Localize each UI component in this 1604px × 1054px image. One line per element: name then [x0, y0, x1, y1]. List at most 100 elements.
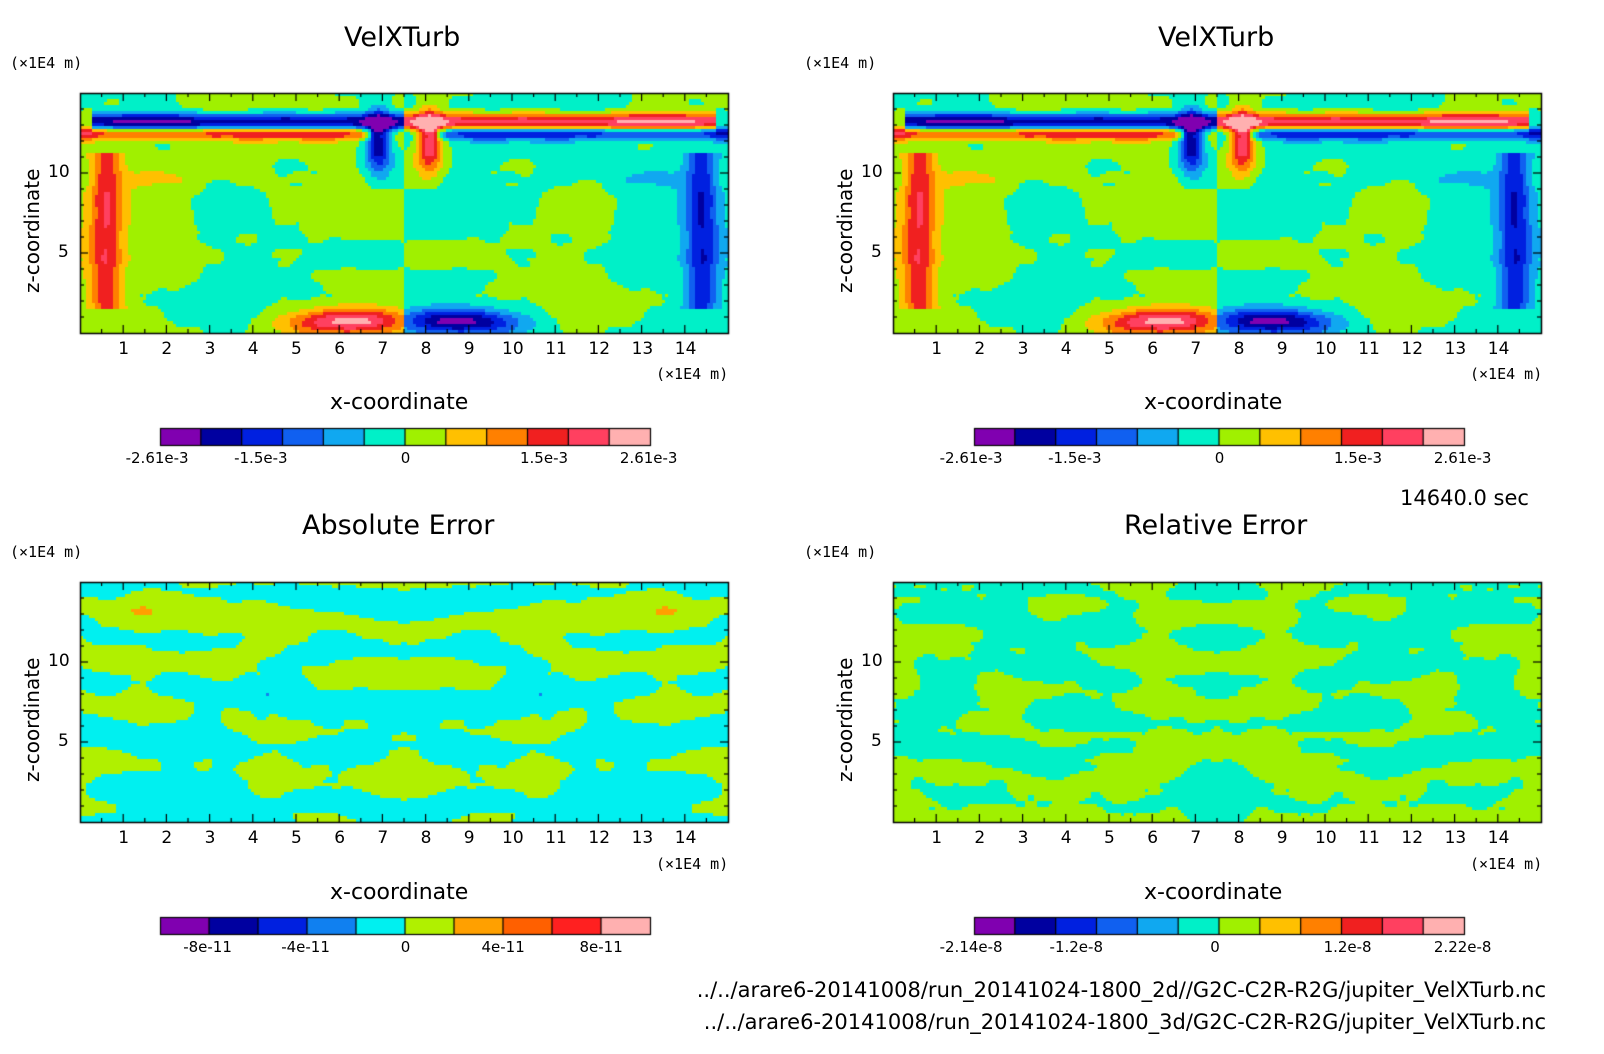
- x-tick-label: 2: [974, 828, 986, 848]
- x-tick-label: 5: [291, 339, 302, 359]
- x-tick-label: 2: [974, 339, 986, 359]
- panel-4-y-unit: (×1E4 m): [804, 543, 877, 561]
- colorbar-tick-label: 4e-11: [481, 938, 525, 956]
- x-tick-label: 6: [1147, 828, 1159, 848]
- x-tick-label: 11: [1358, 339, 1380, 359]
- panel-3-y-unit: (×1E4 m): [10, 543, 83, 561]
- colorbar-tick-label: 0: [400, 938, 411, 956]
- x-tick-label: 14: [1487, 339, 1510, 359]
- x-tick-label: 13: [631, 828, 654, 848]
- y-tick-label: 5: [871, 731, 882, 751]
- x-tick-label: 7: [377, 828, 389, 848]
- y-axis-label: z-coordinate: [20, 168, 44, 293]
- file-path-2d: ../../arare6-20141008/run_20141024-1800_…: [696, 978, 1546, 1002]
- x-tick-label: 4: [1060, 828, 1072, 848]
- panel-2-x-label: x-coordinate: [1144, 390, 1283, 415]
- x-tick-label: 10: [502, 339, 524, 359]
- x-tick-label: 11: [545, 339, 567, 359]
- x-tick-label: 11: [1358, 828, 1380, 848]
- colorbar-tick-label: 1.2e-8: [1323, 938, 1372, 956]
- colorbar-tick-label: -2.61e-3: [125, 449, 189, 467]
- x-tick-label: 2: [161, 339, 173, 359]
- x-tick-label: 2: [161, 828, 173, 848]
- panel-3-x-label: x-coordinate: [330, 880, 469, 905]
- x-tick-label: 1: [118, 828, 130, 848]
- x-tick-label: 9: [463, 339, 475, 359]
- x-tick-label: 1: [118, 339, 130, 359]
- panel-1-title: VelXTurb: [344, 22, 461, 53]
- x-tick-label: 3: [1017, 339, 1029, 359]
- panel-4-x-label: x-coordinate: [1144, 880, 1283, 905]
- x-tick-label: 7: [1190, 828, 1202, 848]
- y-axis-label: z-coordinate: [20, 657, 44, 782]
- x-tick-label: 5: [1104, 339, 1115, 359]
- x-tick-label: 3: [1017, 828, 1029, 848]
- colorbar-tick-label: 2.22e-8: [1433, 938, 1492, 956]
- panel-4-title: Relative Error: [1124, 510, 1308, 541]
- panel-3-x-unit: (×1E4 m): [656, 855, 729, 873]
- y-tick-label: 10: [861, 162, 883, 182]
- x-tick-label: 1: [931, 828, 943, 848]
- panel-2-x-unit: (×1E4 m): [1470, 365, 1543, 383]
- x-tick-label: 5: [1104, 828, 1115, 848]
- y-axis-label: z-coordinate: [833, 168, 857, 293]
- panel-2-title: VelXTurb: [1158, 22, 1275, 53]
- x-tick-label: 1: [931, 339, 943, 359]
- x-tick-label: 14: [674, 339, 697, 359]
- x-tick-label: 4: [247, 339, 259, 359]
- colorbar-tick-label: 0: [400, 449, 411, 467]
- x-tick-label: 5: [291, 828, 302, 848]
- x-tick-label: 6: [334, 339, 346, 359]
- x-tick-label: 7: [1190, 339, 1202, 359]
- x-tick-label: 4: [247, 828, 259, 848]
- x-tick-label: 14: [1487, 828, 1510, 848]
- y-tick-label: 10: [48, 651, 70, 671]
- x-tick-label: 11: [545, 828, 567, 848]
- x-tick-label: 13: [1444, 828, 1467, 848]
- y-tick-label: 10: [48, 162, 70, 182]
- x-tick-label: 12: [588, 339, 611, 359]
- x-tick-label: 6: [1147, 339, 1159, 359]
- x-tick-label: 3: [204, 339, 216, 359]
- colorbar-tick-label: 0: [1210, 938, 1220, 956]
- panel-2-y-unit: (×1E4 m): [804, 54, 877, 72]
- y-axis-label: z-coordinate: [833, 657, 857, 782]
- x-tick-label: 8: [420, 828, 432, 848]
- x-tick-label: 9: [1276, 828, 1288, 848]
- file-path-3d: ../../arare6-20141008/run_20141024-1800_…: [703, 1010, 1546, 1034]
- x-tick-label: 13: [631, 339, 654, 359]
- x-tick-label: 3: [204, 828, 216, 848]
- colorbar-tick-label: -1.2e-8: [1049, 938, 1103, 956]
- panel-3-title: Absolute Error: [302, 510, 495, 541]
- panel-1-y-unit: (×1E4 m): [10, 54, 83, 72]
- colorbar-tick-label: -1.5e-3: [1048, 449, 1102, 467]
- x-tick-label: 12: [588, 828, 611, 848]
- x-tick-label: 4: [1060, 339, 1072, 359]
- x-tick-label: 12: [1401, 828, 1424, 848]
- x-tick-label: 10: [502, 828, 524, 848]
- colorbar-tick-label: -8e-11: [183, 938, 232, 956]
- x-tick-label: 10: [1315, 828, 1337, 848]
- x-tick-label: 9: [1276, 339, 1288, 359]
- x-tick-label: 9: [463, 828, 475, 848]
- x-tick-label: 7: [377, 339, 389, 359]
- x-tick-label: 8: [1233, 339, 1245, 359]
- colorbar-tick-label: -1.5e-3: [234, 449, 288, 467]
- x-tick-label: 14: [674, 828, 697, 848]
- y-tick-label: 5: [58, 731, 69, 751]
- x-tick-label: 10: [1315, 339, 1337, 359]
- y-tick-label: 5: [58, 242, 69, 262]
- colorbar-tick-label: -2.61e-3: [939, 449, 1003, 467]
- colorbar-tick-label: 2.61e-3: [1433, 449, 1492, 467]
- x-tick-label: 12: [1401, 339, 1424, 359]
- x-tick-label: 13: [1444, 339, 1467, 359]
- y-tick-label: 5: [871, 242, 882, 262]
- panel-4-x-unit: (×1E4 m): [1470, 855, 1543, 873]
- time-label: 14640.0 sec: [1400, 486, 1529, 510]
- x-tick-label: 8: [1233, 828, 1245, 848]
- colorbar-tick-label: 2.61e-3: [619, 449, 678, 467]
- colorbar-tick-label: 1.5e-3: [520, 449, 569, 467]
- colorbar-tick-label: -2.14e-8: [939, 938, 1003, 956]
- panel-1-x-label: x-coordinate: [330, 390, 469, 415]
